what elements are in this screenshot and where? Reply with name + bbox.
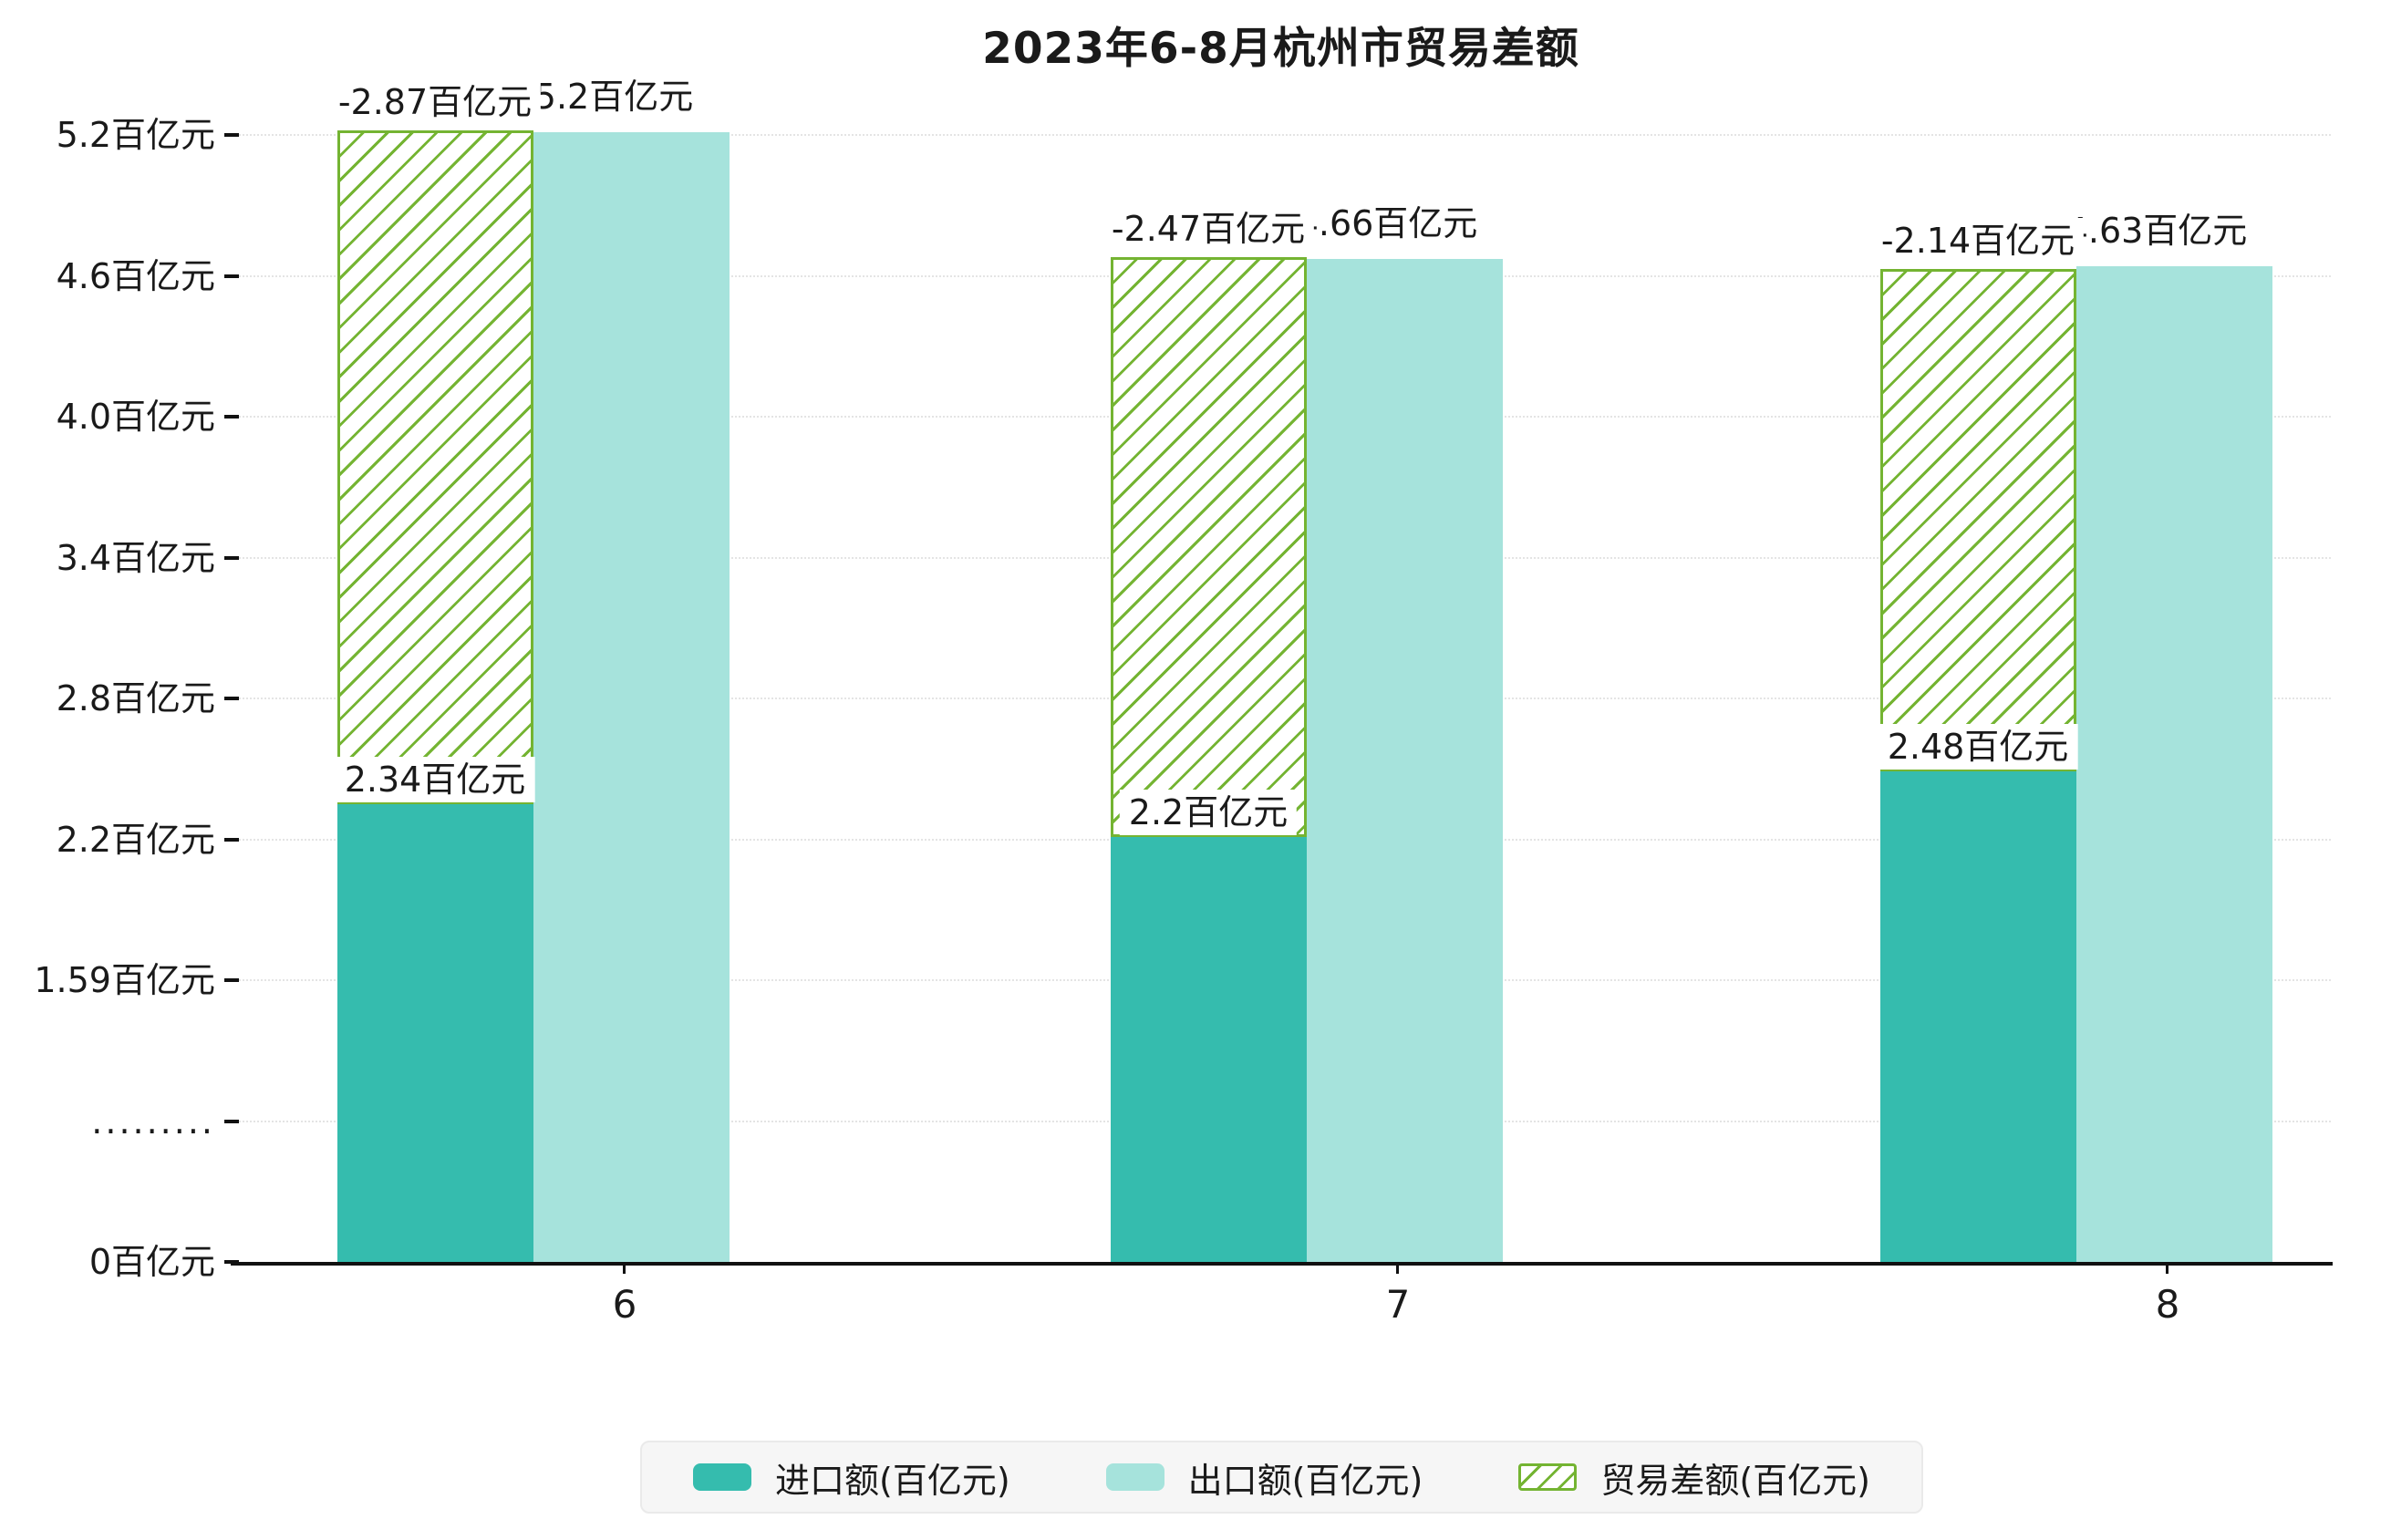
x-axis-tick-label: 6: [612, 1282, 637, 1327]
x-axis-line: [231, 1262, 2333, 1266]
legend-item-import: 进口额(百亿元): [693, 1452, 1010, 1503]
y-axis-tick-label: .........: [91, 1101, 215, 1142]
legend-label-import: 进口额(百亿元): [775, 1460, 1010, 1501]
legend-swatch-import-icon: [693, 1463, 751, 1491]
x-tick-mark: [623, 1262, 626, 1274]
y-tick-mark: [224, 274, 239, 278]
legend: 进口额(百亿元) 出口额(百亿元) 贸易差额(百亿元): [640, 1441, 1923, 1514]
legend-swatch-trade-balance-icon: [1518, 1463, 1578, 1491]
trade-balance-bar: [337, 129, 533, 804]
trade-balance-bar: [1111, 256, 1307, 837]
trade-balance-bar: [1880, 268, 2076, 771]
y-tick-mark: [224, 133, 239, 137]
legend-label-export: 出口额(百亿元): [1187, 1460, 1423, 1501]
legend-item-trade-balance: 贸易差额(百亿元): [1518, 1452, 1870, 1503]
export-bar: [1307, 259, 1503, 1262]
y-tick-mark: [224, 978, 239, 982]
y-tick-mark: [224, 555, 239, 560]
y-axis-tick-label: 5.2百亿元: [56, 115, 215, 155]
y-axis-tick-label: 3.4百亿元: [56, 537, 215, 578]
y-tick-mark: [224, 415, 239, 419]
import-bar: [1111, 836, 1307, 1262]
y-axis-tick-label: 0百亿元: [88, 1242, 215, 1282]
import-value-label: 2.48百亿元: [1878, 723, 2078, 770]
x-tick-mark: [1396, 1262, 1399, 1274]
chart-title: 2023年6-8月杭州市贸易差额: [982, 24, 1579, 74]
import-value-label: 2.34百亿元: [335, 756, 535, 802]
trade-balance-value-label: -2.47百亿元: [1102, 205, 1315, 252]
gridline: [231, 134, 2331, 136]
export-bar: [533, 132, 730, 1262]
y-tick-mark: [224, 837, 239, 842]
import-value-label: 2.2百亿元: [1119, 789, 1298, 835]
y-tick-mark: [224, 1119, 239, 1123]
export-value-label: 4.63百亿元: [2056, 208, 2257, 254]
y-tick-mark: [224, 697, 239, 700]
import-bar: [1880, 770, 2076, 1262]
y-axis-tick-label: 2.8百亿元: [56, 678, 215, 718]
export-bar: [2076, 266, 2272, 1262]
y-axis-tick-label: 4.6百亿元: [56, 255, 215, 296]
x-axis-tick-label: 7: [1385, 1282, 1411, 1327]
x-axis-tick-label: 8: [2155, 1282, 2180, 1327]
y-axis-tick-label: 4.0百亿元: [56, 397, 215, 437]
legend-label-trade-balance: 贸易差额(百亿元): [1600, 1460, 1870, 1501]
legend-item-export: 出口额(百亿元): [1105, 1452, 1423, 1503]
y-axis-tick-label: 2.2百亿元: [56, 819, 215, 860]
trade-balance-value-label: -2.87百亿元: [328, 78, 542, 125]
x-tick-mark: [2166, 1262, 2168, 1274]
export-value-label: 5.2百亿元: [524, 74, 703, 120]
trade-balance-value-label: -2.14百亿元: [1871, 217, 2085, 264]
y-axis-tick-label: 1.59百亿元: [34, 960, 215, 1000]
legend-swatch-export-icon: [1105, 1463, 1164, 1491]
import-bar: [337, 803, 533, 1262]
export-value-label: 4.66百亿元: [1287, 201, 1487, 247]
